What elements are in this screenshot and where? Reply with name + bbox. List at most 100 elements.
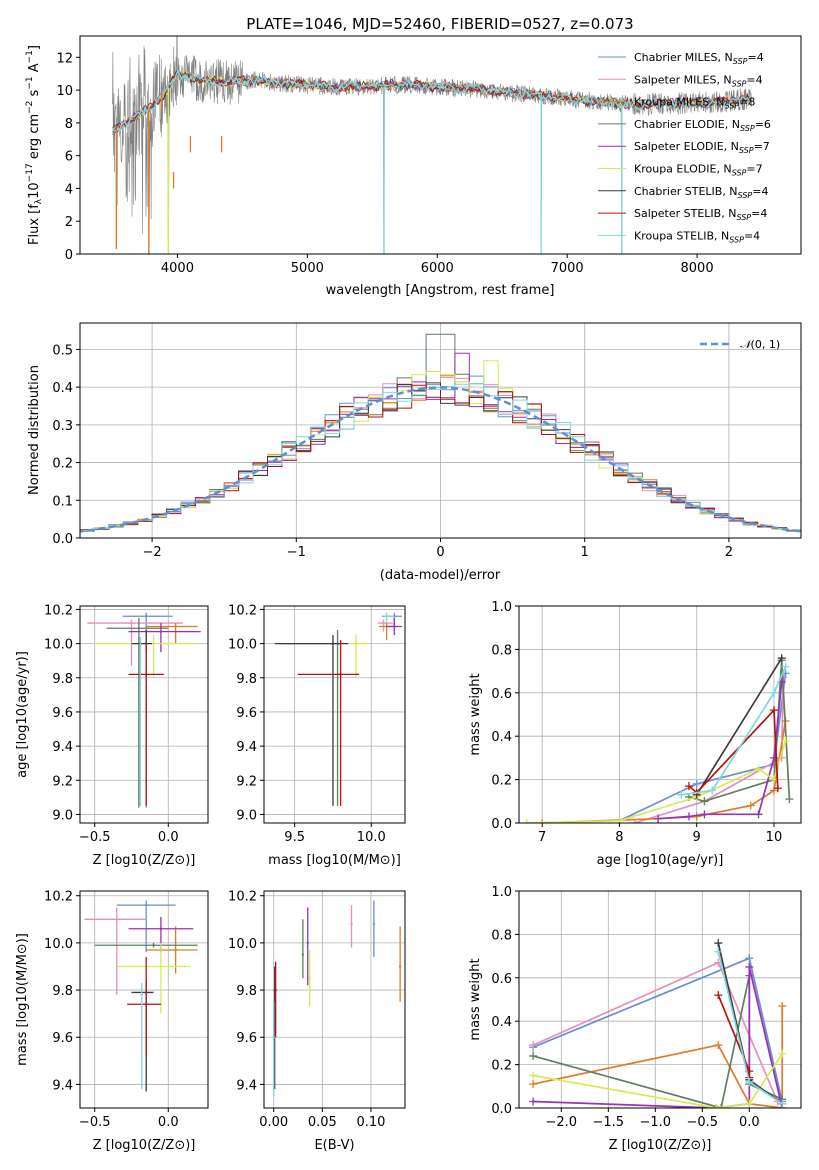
y-tick-label: 9.4: [52, 1078, 73, 1093]
weight-line: [681, 666, 787, 796]
x-tick-label: 8000: [681, 261, 714, 276]
y-tick-label: 0.8: [491, 928, 512, 943]
weight-marker: [700, 810, 709, 819]
data-point: [382, 621, 385, 625]
data-point: [152, 944, 155, 947]
x-tick-label: 6000: [421, 261, 454, 276]
weight-marker: [745, 1099, 754, 1108]
y-tick-label: 9.6: [52, 706, 73, 721]
weight-vs-age-plot: [522, 654, 794, 823]
y-tick-label: 1.0: [491, 885, 512, 900]
weight-marker: [677, 790, 686, 799]
weight-vs-Z-frame: [518, 890, 802, 1109]
x-tick-label: 10.0: [357, 830, 386, 845]
mass-vs-Z-plot: [84, 900, 198, 1092]
y-tick-label: 10.0: [228, 638, 257, 653]
y-tick-label: 10.0: [44, 937, 73, 952]
y-tick-label: 0.4: [52, 381, 73, 396]
x-axis-label: Z [log10(Z/Z⊙)]: [609, 1138, 712, 1153]
y-tick-label: 9.6: [236, 1031, 257, 1046]
data-point: [339, 673, 342, 676]
weight-line: [658, 681, 783, 820]
y-tick-label: 10.2: [228, 890, 257, 905]
data-point: [174, 948, 177, 952]
y-tick-label: 0.4: [491, 1015, 512, 1030]
weight-marker: [700, 797, 709, 806]
y-axis-label: age [log10(age/yr)]: [15, 651, 30, 778]
mass-vs-ebv-frame: [263, 890, 406, 1109]
weight-marker: [714, 1041, 723, 1050]
legend-label: 𝒩(0, 1): [740, 338, 780, 351]
data-point: [354, 642, 358, 645]
weight-marker: [522, 819, 531, 823]
y-tick-label: 10.2: [228, 603, 257, 618]
x-axis-label: (data-model)/error: [380, 568, 501, 583]
data-point: [301, 953, 305, 956]
weight-marker: [769, 688, 778, 697]
data-point: [139, 645, 142, 649]
x-tick-label: 9: [693, 830, 701, 845]
weight-marker: [745, 954, 754, 963]
x-tick-label: −2: [143, 545, 162, 560]
weight-marker: [654, 814, 663, 823]
weight-marker: [717, 1104, 726, 1108]
data-point: [159, 965, 163, 968]
weight-line: [542, 720, 787, 823]
data-point: [308, 977, 311, 980]
y-tick-label: 9.0: [52, 808, 73, 823]
y-tick-label: 9.4: [52, 740, 73, 755]
mass-vs-Z-frame: [79, 890, 209, 1109]
y-tick-label: 0.3: [52, 419, 73, 434]
legend-label: Kroupa ELODIE, NSSP=7: [634, 163, 763, 178]
age-vs-Z-axes: [80, 606, 208, 823]
model-spectrum-line: [111, 69, 752, 133]
data-point: [385, 615, 388, 618]
x-axis-label: mass [log10(M/M⊙)]: [268, 853, 401, 868]
y-tick-label: 9.4: [236, 740, 257, 755]
age-vs-Z-frame: [79, 605, 209, 824]
y-tick-label: 9.4: [236, 1078, 257, 1093]
data-point: [331, 642, 335, 645]
legend-nssp: 6: [764, 118, 771, 131]
data-point: [159, 927, 163, 930]
x-tick-label: 8: [615, 830, 623, 845]
y-tick-label: 0.0: [52, 532, 73, 547]
legend-series-name: Kroupa STELIB: [634, 229, 714, 242]
legend-series-name: Chabrier ELODIE: [634, 118, 725, 131]
legend-series-name: Chabrier MILES: [634, 51, 718, 64]
y-tick-label: 10.2: [44, 890, 73, 905]
age-vs-Z-plot: [87, 612, 201, 808]
legend-label: Kroupa STELIB, NSSP=4: [634, 229, 760, 244]
weight-line: [619, 673, 787, 822]
data-point: [274, 988, 277, 992]
weight-marker: [714, 947, 723, 956]
y-tick-label: 0.6: [491, 687, 512, 702]
legend-label: Chabrier MILES, NSSP=4: [634, 51, 764, 66]
weight-marker: [529, 1097, 538, 1106]
legend-series-name: Chabrier STELIB: [634, 185, 722, 198]
weight-marker: [714, 939, 723, 948]
data-point: [152, 642, 155, 645]
weight-line: [634, 677, 785, 823]
weight-marker: [769, 706, 778, 715]
residuals-plot: [80, 333, 801, 534]
weight-vs-age-axes: [519, 605, 801, 824]
x-tick-label: −1.0: [640, 1115, 672, 1130]
y-tick-label: 0.5: [52, 343, 73, 358]
legend-label: Chabrier STELIB, NSSP=4: [634, 185, 768, 200]
y-tick-label: 9.8: [236, 672, 257, 687]
x-axis-label: wavelength [Angstrom, rest frame]: [326, 283, 555, 298]
weight-marker: [781, 736, 790, 745]
x-tick-label: 0.0: [158, 1115, 179, 1130]
y-tick-label: 10.0: [228, 937, 257, 952]
weight-line: [695, 657, 783, 796]
x-tick-label: 0.00: [259, 1115, 288, 1130]
age-vs-mass-plot: [274, 612, 402, 806]
age-vs-mass-axes: [264, 606, 405, 823]
y-tick-label: 9.6: [236, 706, 257, 721]
x-tick-label: −1.5: [593, 1115, 625, 1130]
y-tick-label: 0.6: [491, 972, 512, 987]
y-tick-label: 0: [65, 248, 73, 263]
data-point: [372, 922, 376, 926]
